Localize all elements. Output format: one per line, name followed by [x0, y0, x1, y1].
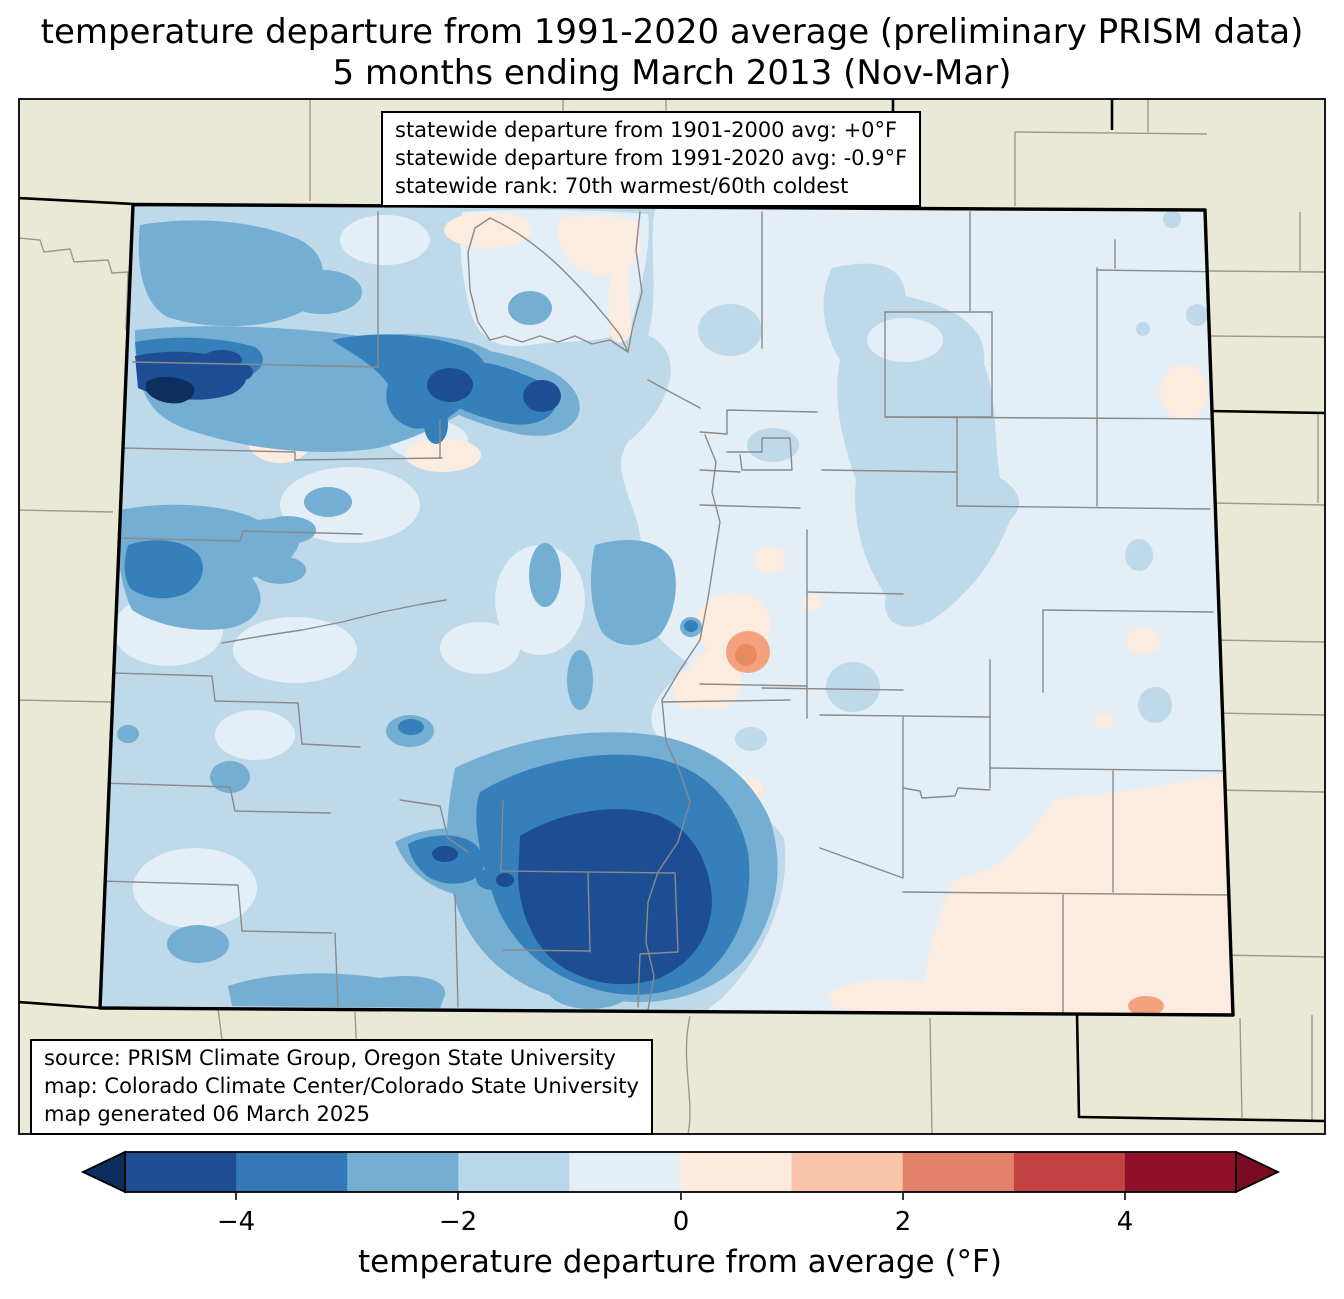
anomaly-salmon-core [735, 644, 757, 666]
colorbar-segment [236, 1152, 348, 1192]
colorado-state-border [98, 202, 1235, 1017]
colorbar-tick-label: 4 [1117, 1207, 1134, 1237]
figure-title-line2: 5 months ending March 2013 (Nov-Mar) [332, 53, 1012, 93]
statewide-stats-box: statewide departure from 1901-2000 avg: … [381, 111, 922, 207]
colorbar-segment [347, 1152, 459, 1192]
colorbar-tick-label: 2 [895, 1207, 912, 1237]
stats-line-1991: statewide departure from 1991-2020 avg: … [395, 146, 908, 170]
figure-title-line1: temperature departure from 1991-2020 ave… [40, 12, 1304, 52]
colorbar-segment [680, 1152, 793, 1192]
colorbar-segment [458, 1152, 570, 1192]
colorbar-ticks: −4 −2 0 2 4 [217, 1192, 1133, 1237]
colorbar-segment [1124, 1152, 1237, 1192]
axes-frame [18, 98, 1326, 1135]
map-credit-line: map: Colorado Climate Center/Colorado St… [44, 1074, 639, 1098]
colorbar-under-arrow [80, 1150, 126, 1194]
colorbar-segment [1013, 1152, 1126, 1192]
colorbar-tick-label: 0 [673, 1207, 690, 1237]
colorbar-segment [902, 1152, 1015, 1192]
colorbar-segment [125, 1152, 237, 1192]
source-credit-box: source: PRISM Climate Group, Oregon Stat… [30, 1039, 653, 1135]
colorbar-over-arrow [1235, 1150, 1281, 1194]
colorbar-segments [125, 1152, 1237, 1192]
colorbar-axis-label: temperature departure from average (°F) [358, 1244, 1002, 1280]
generated-date-line: map generated 06 March 2025 [44, 1102, 371, 1126]
colorbar-tick-label: −2 [439, 1207, 477, 1237]
colorbar-segment [569, 1152, 682, 1192]
colorbar-segment [791, 1152, 904, 1192]
source-line: source: PRISM Climate Group, Oregon Stat… [44, 1046, 616, 1070]
colorbar-tick-label: −4 [217, 1207, 255, 1237]
county-boundaries [100, 211, 1233, 1015]
stats-line-rank: statewide rank: 70th warmest/60th coldes… [395, 174, 849, 198]
anomaly-darkest-blue [146, 376, 195, 404]
stats-line-1901: statewide departure from 1901-2000 avg: … [395, 118, 898, 142]
